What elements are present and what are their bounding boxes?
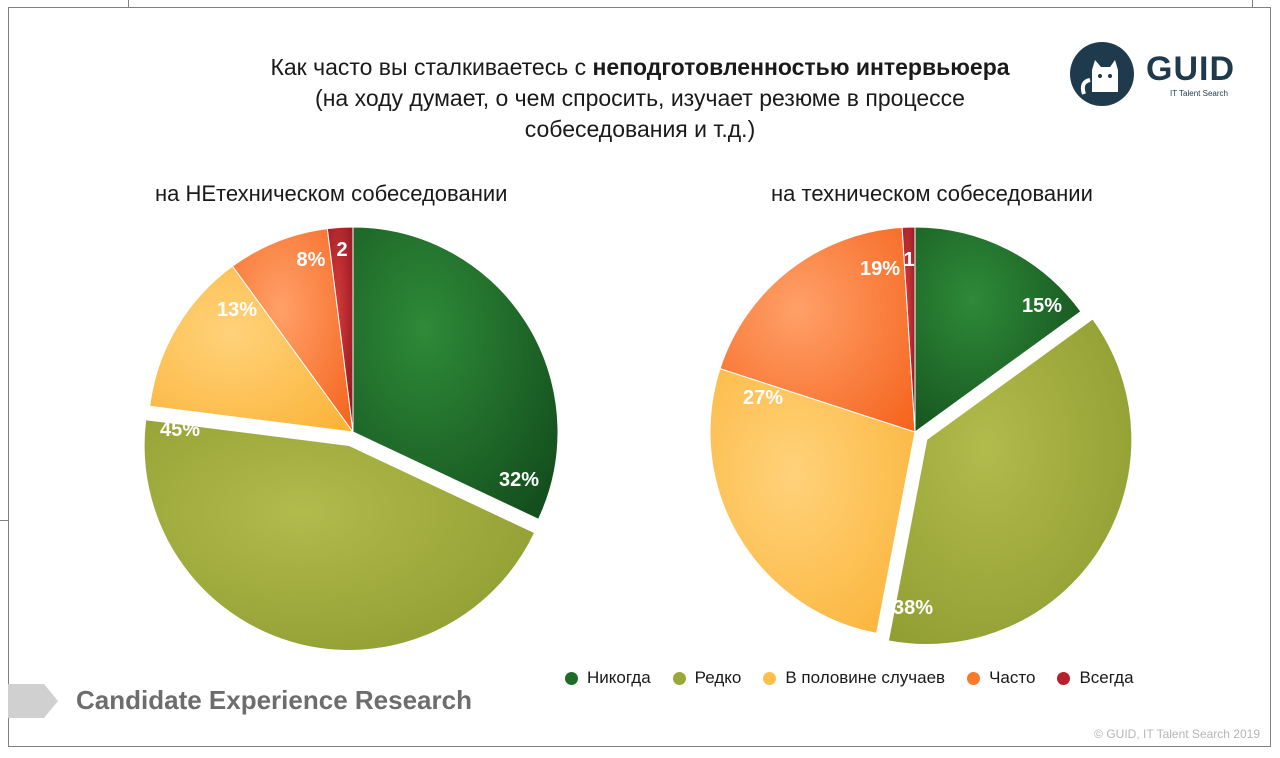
title-bold: неподготовленностью интервьюера [592,54,1010,80]
pie-chart-technical: 15% 38% 27% 19% 1 [709,226,1133,645]
pie-slice-never [352,226,559,520]
legend-label: Редко [694,668,742,687]
chart-2-title: на техническом собеседовании [771,181,1093,206]
data-label-always: 2 [336,239,347,261]
data-label-never: 32% [499,469,539,491]
pie-slice-half [149,265,355,433]
slide-frame [8,7,1271,747]
legend: Никогда Редко В половине случаев Часто В… [565,668,1156,688]
legend-item-often: Часто [967,668,1035,688]
footer-brand: Candidate Experience Research [76,685,472,715]
title-line3: собеседования и т.д.) [524,116,756,142]
data-label-often: 19% [860,258,900,280]
frame-tick [128,0,129,8]
data-label-rarely: 38% [893,597,933,619]
footer-arrow-icon [8,684,58,718]
legend-label: В половине случаев [785,668,946,687]
title-prefix: Как часто вы сталкиваетесь с [270,54,593,80]
frame-tick [1252,0,1253,8]
chart-1-title: на НЕтехническом собеседовании [155,181,508,206]
data-label-often: 8% [297,249,326,271]
data-label-never: 15% [1022,295,1062,317]
pie-slice-rarely [887,318,1133,645]
legend-item-rarely: Редко [672,668,742,688]
legend-swatch [672,671,686,685]
legend-item-half: В половине случаев [763,668,945,688]
pie-slice-half [709,368,916,634]
legend-item-always: Всегда [1057,668,1134,688]
data-label-rarely: 45% [160,419,200,441]
pie-slice-often [231,228,354,433]
logo-subtitle: IT Talent Search [1170,89,1228,98]
legend-swatch [763,671,777,685]
data-label-half: 27% [743,387,783,409]
legend-label: Всегда [1079,668,1134,687]
legend-swatch [565,671,578,685]
pie-slice-never [914,226,1082,433]
cat-logo-icon [1070,42,1134,106]
legend-label: Никогда [587,668,651,687]
pie-slice-rarely [143,419,536,651]
frame-tick [0,520,8,521]
title-line2: (на ходу думает, о чем спросить, изучает… [315,85,965,111]
legend-swatch [1057,671,1071,685]
chart-title: Как часто вы сталкиваетесь с неподготовл… [150,52,1130,145]
data-label-half: 13% [217,299,257,321]
guid-logo: GUID IT Talent Search [1070,42,1240,108]
logo-text: GUID [1146,50,1235,88]
pie-slice-often [719,226,916,433]
legend-swatch [967,671,981,685]
legend-item-never: Никогда [565,668,651,688]
legend-label: Часто [989,668,1036,687]
pie-slice-always [326,226,354,433]
data-label-always: 1 [903,249,914,271]
pie-slice-always [901,226,916,433]
copyright: © GUID, IT Talent Search 2019 [1094,727,1260,741]
pie-chart-nontechnical: 32% 45% 13% 8% 2 [143,226,559,651]
